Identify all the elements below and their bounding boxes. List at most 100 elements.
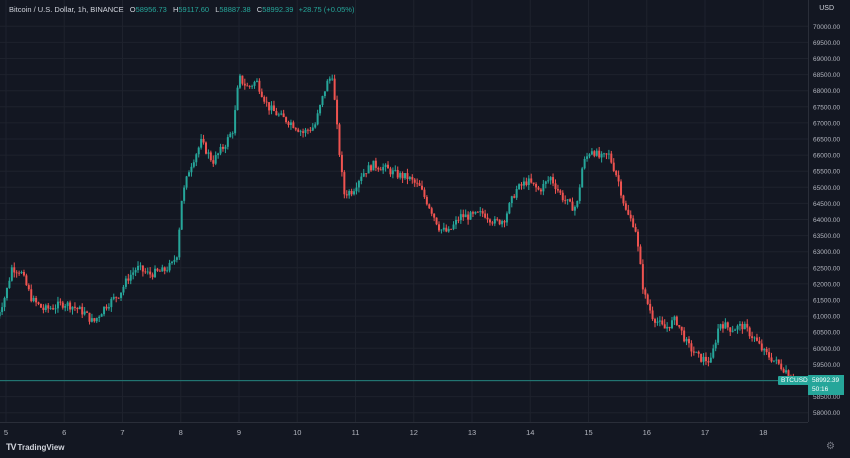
candle-body: [217, 153, 220, 156]
candle-body: [66, 302, 69, 306]
candle-body: [49, 308, 52, 309]
candle-body: [367, 165, 370, 174]
candle-body: [607, 153, 610, 155]
candle-body: [338, 124, 341, 155]
candle-body: [736, 325, 739, 330]
candle-body: [612, 162, 615, 171]
x-tick-label: 11: [352, 428, 360, 437]
candle-body: [454, 219, 457, 225]
candle-body: [583, 158, 586, 169]
candle-body: [78, 306, 81, 310]
candle-body: [537, 187, 540, 190]
tradingview-branding[interactable]: TV TradingView: [6, 442, 65, 452]
candle-body: [673, 316, 676, 321]
candle-body: [204, 142, 207, 154]
candle-body: [224, 146, 227, 149]
candle-body: [27, 285, 30, 290]
candle-body: [117, 297, 120, 299]
candle-body: [746, 323, 749, 328]
currency-label[interactable]: USD: [819, 5, 834, 12]
candle-body: [683, 330, 686, 342]
candle-body: [450, 228, 453, 230]
candle-body: [382, 167, 385, 171]
candle-body: [505, 213, 508, 223]
candle-body: [168, 262, 171, 271]
candle-body: [622, 195, 625, 204]
candle-body: [656, 321, 659, 323]
candle-body: [39, 303, 42, 308]
candle-body: [491, 222, 494, 224]
close-label: C: [256, 5, 263, 14]
candle-body: [56, 301, 59, 309]
candle-body: [234, 110, 237, 134]
x-tick-label: 16: [643, 428, 651, 437]
candle-body: [707, 361, 710, 363]
candle-body: [149, 271, 152, 275]
candle-body: [251, 85, 254, 87]
open-label: O: [129, 5, 136, 14]
candle-body: [139, 265, 142, 267]
candle-body: [86, 311, 89, 313]
candle-body: [408, 177, 411, 180]
candle-body: [760, 343, 763, 351]
x-tick-label: 7: [120, 428, 124, 437]
candle-body: [404, 173, 407, 179]
candle-body: [624, 203, 627, 210]
candle-body: [154, 268, 157, 278]
candle-body: [98, 316, 101, 318]
candle-body: [69, 302, 72, 310]
bar-countdown: 50:16: [812, 386, 829, 393]
candle-body: [272, 105, 275, 112]
candle-body: [287, 122, 290, 126]
candle-body: [501, 221, 504, 225]
candle-body: [658, 320, 661, 322]
tradingview-name: TradingView: [17, 442, 65, 452]
candle-body: [661, 320, 664, 325]
candle-body: [571, 201, 574, 211]
candle-body: [326, 80, 329, 92]
candle-body: [343, 172, 346, 195]
candle-body: [207, 152, 210, 154]
symbol-title[interactable]: Bitcoin / U.S. Dollar, 1h, BINANCE: [9, 5, 124, 14]
candle-body: [702, 356, 705, 362]
candle-body: [457, 219, 460, 221]
candle-body: [0, 311, 1, 317]
candle-body: [552, 177, 555, 184]
candle-body: [598, 150, 601, 158]
candle-body: [285, 117, 288, 123]
candle-body: [615, 170, 618, 176]
y-tick-label: 68500.00: [813, 72, 840, 79]
candle-body: [554, 183, 557, 190]
gear-icon[interactable]: ⚙: [826, 441, 835, 452]
candle-body: [452, 224, 455, 230]
candle-body: [510, 196, 513, 204]
candle-body: [311, 127, 314, 131]
candle-body: [700, 353, 703, 362]
x-tick-label: 9: [237, 428, 241, 437]
candle-body: [758, 340, 761, 344]
x-tick-label: 8: [179, 428, 183, 437]
candle-body: [379, 169, 382, 171]
candle-body: [144, 271, 147, 273]
candle-body: [336, 99, 339, 125]
candle-body: [569, 199, 572, 202]
candle-body: [782, 369, 785, 373]
candle-body: [573, 206, 576, 211]
candle-body: [476, 211, 479, 213]
x-tick-label: 13: [468, 428, 476, 437]
candle-body: [464, 214, 467, 218]
candle-body: [442, 227, 445, 230]
candle-body: [107, 307, 110, 309]
candle-body: [479, 211, 482, 213]
candle-body: [268, 102, 271, 111]
candle-body: [20, 271, 23, 274]
candle-body: [362, 173, 365, 177]
symbol-legend: Bitcoin / U.S. Dollar, 1h, BINANCE O5895…: [9, 5, 354, 14]
candle-body: [35, 297, 38, 303]
candle-body: [236, 87, 239, 111]
candle-body: [115, 296, 118, 298]
candle-body: [88, 312, 91, 322]
candle-body: [270, 105, 273, 111]
candle-body: [280, 113, 283, 115]
